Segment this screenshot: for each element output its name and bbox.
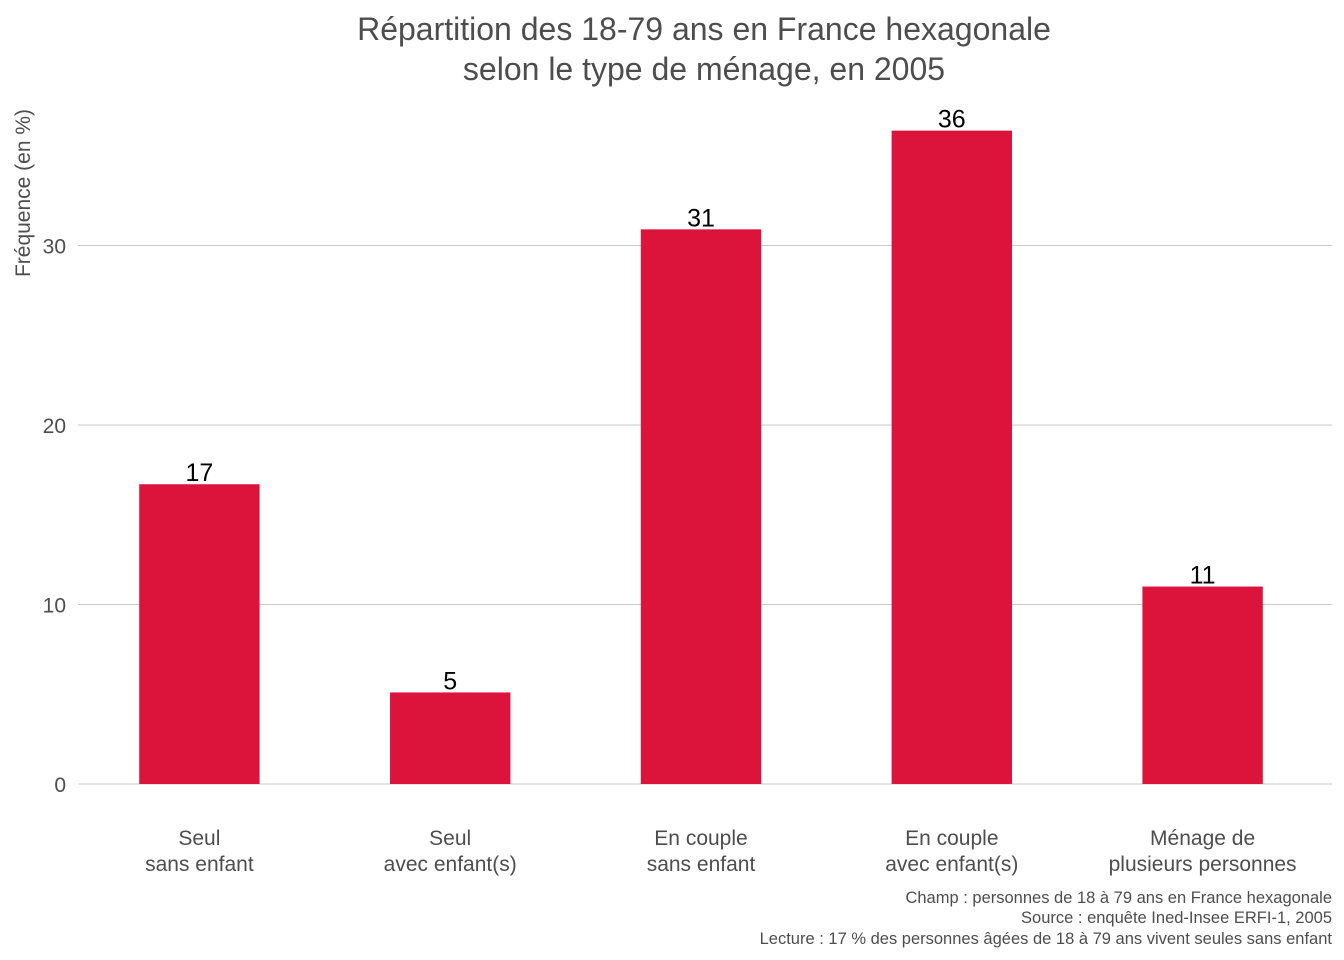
x-tick-label: Ménage de <box>1150 827 1255 850</box>
data-label: 5 <box>443 667 457 695</box>
x-tick-label: avec enfant(s) <box>384 853 517 876</box>
caption-champ: Champ : personnes de 18 à 79 ans en Fran… <box>905 889 1332 907</box>
data-label: 17 <box>185 459 213 487</box>
x-tick-label: sans enfant <box>647 853 756 876</box>
bar <box>640 229 762 785</box>
y-tick-label: 10 <box>43 595 66 618</box>
data-label: 11 <box>1190 562 1216 590</box>
bar <box>139 484 260 784</box>
x-axis-ticks: Seul sans enfant Seul avec enfant(s) En coup… <box>145 827 1296 876</box>
chart-title-line-2: selon le type de ménage, en 2005 <box>463 51 945 87</box>
x-tick-label: avec enfant(s) <box>885 853 1018 876</box>
data-labels: 17 5 31 36 11 <box>185 106 1215 696</box>
y-tick-label: 20 <box>43 415 66 438</box>
y-axis-title: Fréquence (en %) <box>12 109 35 277</box>
x-tick-label: plusieurs personnes <box>1109 853 1297 876</box>
caption: Champ : personnes de 18 à 79 ans en Fran… <box>760 889 1333 948</box>
x-tick-label: sans enfant <box>145 853 254 876</box>
x-tick-label: En couple <box>654 827 747 850</box>
bars <box>139 130 1263 785</box>
data-label: 36 <box>938 106 966 134</box>
bar <box>390 692 511 784</box>
bar <box>891 130 1012 784</box>
y-tick-label: 30 <box>43 236 66 259</box>
x-tick-label: Seul <box>429 827 471 850</box>
y-axis-ticks: 0 10 20 30 <box>43 236 66 798</box>
y-tick-label: 0 <box>54 774 66 797</box>
data-label: 31 <box>687 204 715 232</box>
bar <box>1142 586 1263 784</box>
x-tick-label: Seul <box>178 827 220 850</box>
x-tick-label: En couple <box>905 827 998 850</box>
caption-lecture: Lecture : 17 % des personnes âgées de 18… <box>760 930 1333 948</box>
chart-title-line-1: Répartition des 18-79 ans en France hexa… <box>357 11 1051 47</box>
caption-source: Source : enquête Ined-Insee ERFI-1, 2005 <box>1021 909 1332 927</box>
